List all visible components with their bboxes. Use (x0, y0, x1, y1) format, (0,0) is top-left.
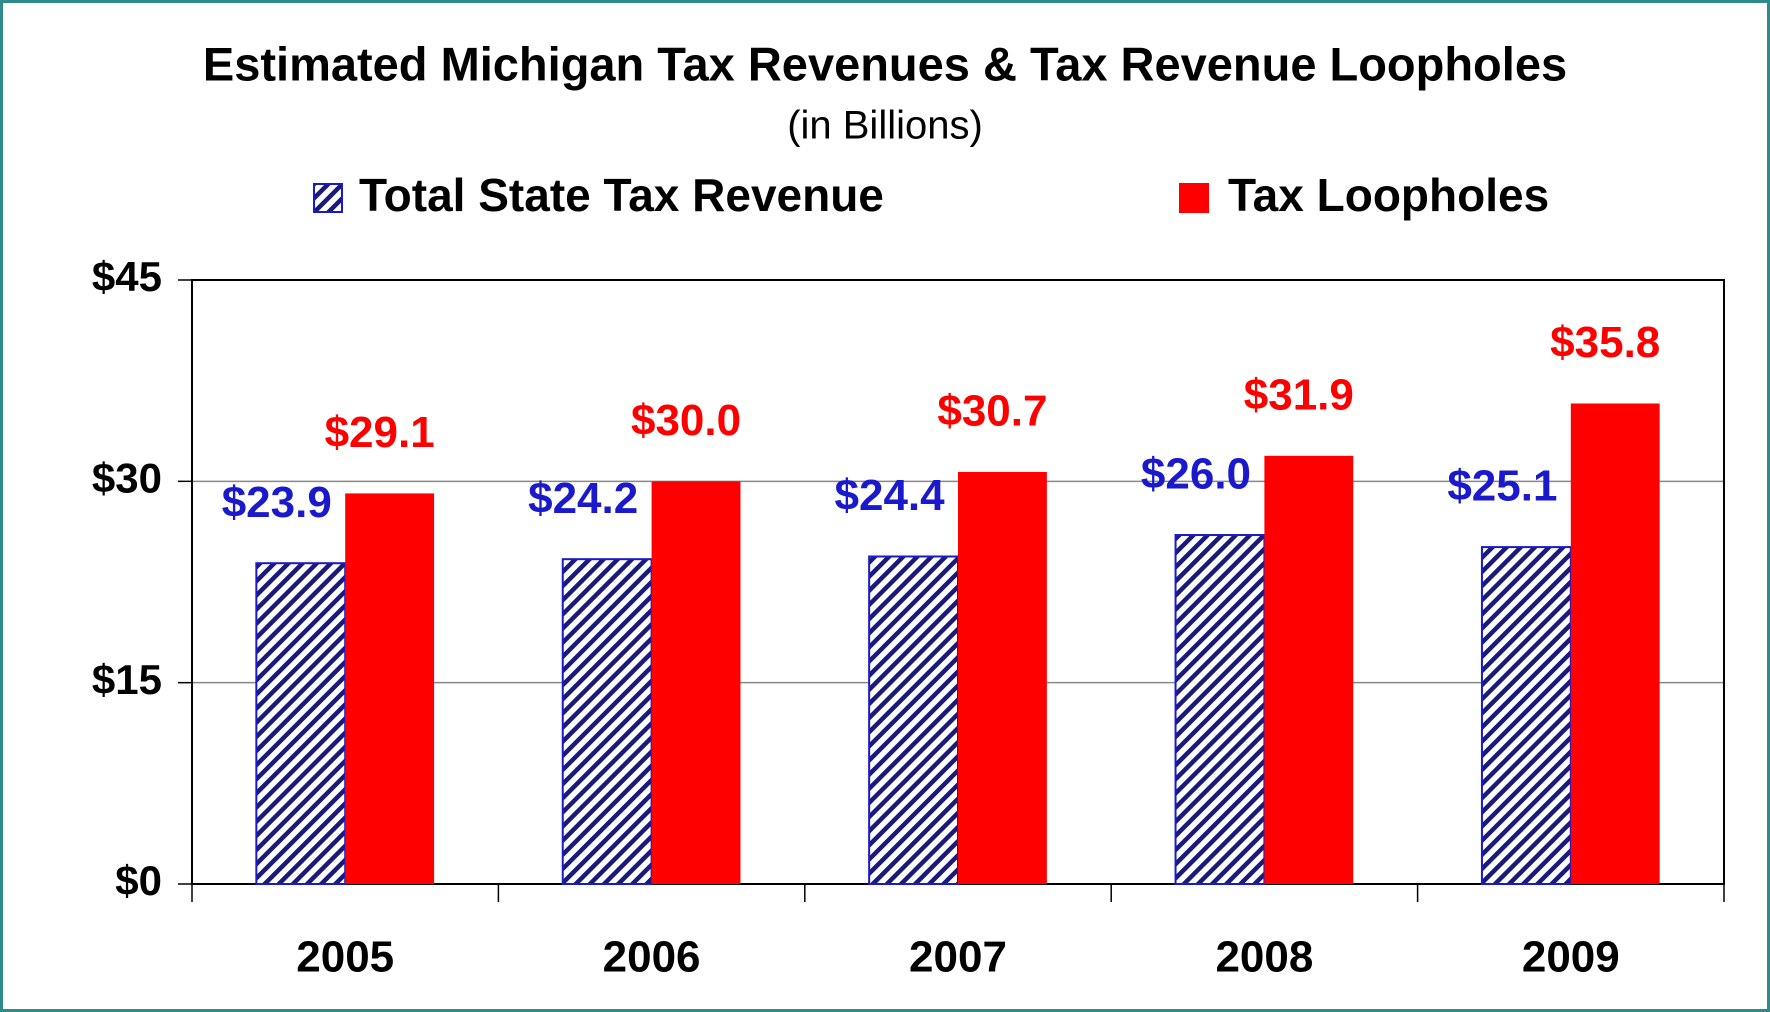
bar (868, 555, 959, 886)
x-tick-label: 2005 (296, 933, 394, 982)
legend-swatch (1179, 183, 1209, 213)
legend-label: Total State Tax Revenue (359, 169, 884, 221)
x-tick-label: 2009 (1522, 933, 1620, 982)
legend-swatch (313, 183, 343, 213)
data-label: $23.9 (222, 478, 332, 527)
data-label: $24.4 (835, 471, 946, 520)
y-tick-label: $45 (92, 253, 162, 300)
x-tick-label: 2007 (909, 933, 1007, 982)
bar (1480, 546, 1572, 885)
x-tick-label: 2008 (1215, 933, 1313, 982)
y-tick-label: $15 (92, 656, 162, 703)
bar (958, 471, 1047, 884)
data-label: $24.2 (528, 474, 638, 523)
data-label: $31.9 (1244, 370, 1354, 419)
data-label: $30.7 (937, 387, 1047, 436)
bar (1174, 534, 1266, 885)
bar (1264, 455, 1354, 884)
y-tick-label: $0 (115, 857, 162, 904)
legend-label: Tax Loopholes (1228, 169, 1549, 221)
bar (255, 562, 347, 885)
data-label: $25.1 (1447, 462, 1557, 511)
y-tick-label: $30 (92, 454, 162, 501)
data-label: $26.0 (1141, 450, 1251, 499)
chart-subtitle: (in Billions) (787, 104, 983, 148)
data-label: $30.0 (631, 396, 741, 445)
bar (561, 558, 653, 886)
bar (345, 493, 435, 884)
bar (651, 481, 741, 884)
data-label: $29.1 (325, 408, 435, 457)
data-label: $35.8 (1550, 318, 1660, 367)
x-tick-label: 2006 (603, 933, 701, 982)
bar (1570, 403, 1660, 884)
chart-title: Estimated Michigan Tax Revenues & Tax Re… (203, 37, 1567, 90)
